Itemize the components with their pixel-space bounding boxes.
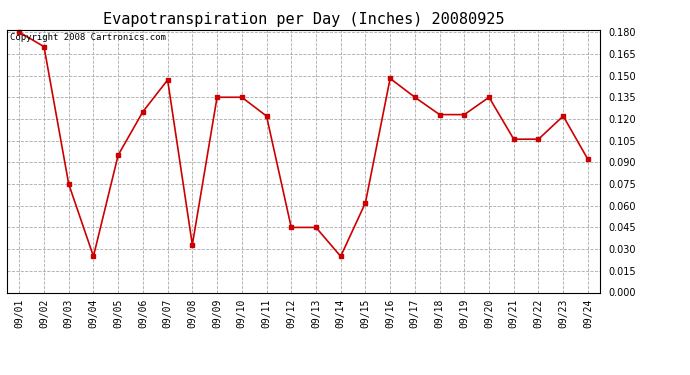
Text: Copyright 2008 Cartronics.com: Copyright 2008 Cartronics.com	[10, 33, 166, 42]
Title: Evapotranspiration per Day (Inches) 20080925: Evapotranspiration per Day (Inches) 2008…	[103, 12, 504, 27]
